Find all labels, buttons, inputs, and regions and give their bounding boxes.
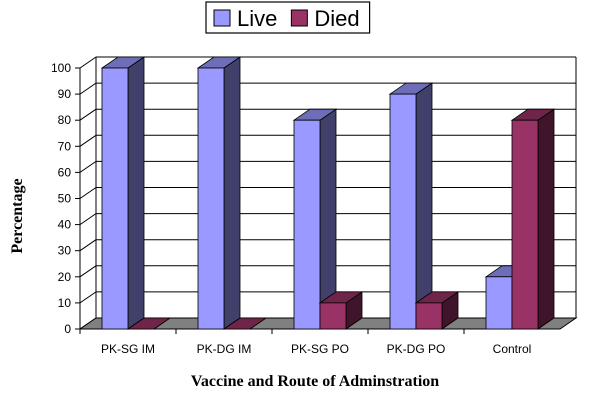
y-tick-label: 80 <box>58 113 72 127</box>
gridline-side <box>79 134 97 147</box>
gridline-side <box>79 291 97 304</box>
y-tick-label: 10 <box>58 296 72 310</box>
x-tick-label: PK-SG PO <box>291 342 349 356</box>
legend-box <box>205 1 371 34</box>
y-tick-label: 30 <box>58 244 72 258</box>
gridline-side <box>79 239 97 252</box>
x-axis-title: Vaccine and Route of Adminstration <box>191 373 439 390</box>
labels: 0 10 20 30 40 50 60 70 80 90 100 PK-SG IM PK-DG IM PK… <box>51 61 531 356</box>
bar-died-4 <box>414 291 460 330</box>
legend-label-died: Died <box>314 6 359 31</box>
bar-live-4 <box>388 82 434 330</box>
gridline-side <box>79 56 97 69</box>
x-tick-label: PK-SG IM <box>101 342 155 356</box>
y-tick-label: 70 <box>58 139 72 153</box>
legend-swatch-live <box>213 9 231 27</box>
x-tick-label: PK-DG IM <box>197 342 252 356</box>
bar-live-1 <box>100 56 146 330</box>
x-tick-label: PK-DG PO <box>387 342 446 356</box>
bar-live-3 <box>292 108 338 330</box>
gridline-side <box>79 265 97 278</box>
bar-died-1 <box>126 317 172 330</box>
y-tick-label: 100 <box>51 61 71 75</box>
y-tick-label: 20 <box>58 270 72 284</box>
legend: Live Died <box>205 1 371 34</box>
bar-died-2 <box>222 317 268 330</box>
y-tick-label: 0 <box>64 322 71 336</box>
y-tick-label: 50 <box>58 192 72 206</box>
y-axis-title: Percentage <box>9 178 26 253</box>
legend-label-live: Live <box>237 6 277 31</box>
bar-died-5 <box>510 108 556 330</box>
gridline-side <box>79 160 97 173</box>
x-tick-label: Control <box>493 342 532 356</box>
gridline-side <box>79 187 97 199</box>
bar-died-3 <box>318 291 364 330</box>
gridline-side <box>79 82 97 95</box>
gridline-side <box>79 213 97 226</box>
gridline-side <box>79 108 97 121</box>
bars <box>100 56 556 330</box>
bar-live-2 <box>196 56 242 330</box>
y-tick-label: 60 <box>58 165 72 179</box>
y-tick-label: 40 <box>58 218 72 232</box>
legend-swatch-died <box>290 9 308 27</box>
y-tick-label: 90 <box>58 87 72 101</box>
